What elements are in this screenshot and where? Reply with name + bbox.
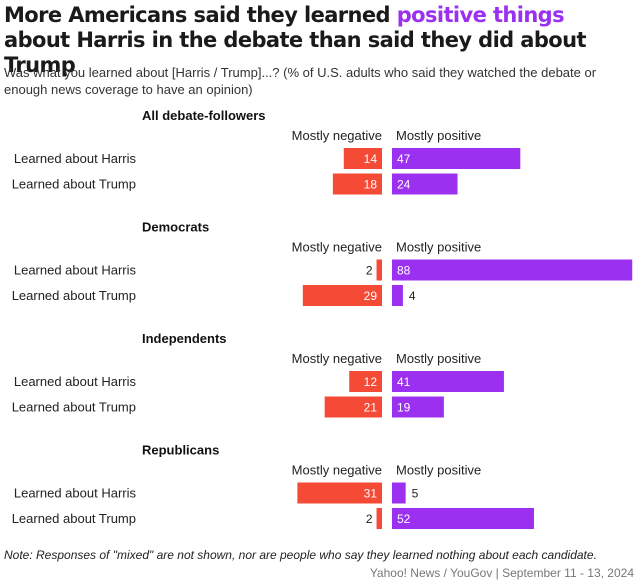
negative-column-header: Mostly negative bbox=[292, 351, 382, 366]
chart-subtitle: Was what you learned about [Harris / Tru… bbox=[4, 65, 597, 97]
negative-value-label: 2 bbox=[366, 512, 373, 526]
chart-note: Note: Responses of "mixed" are not shown… bbox=[4, 548, 597, 562]
positive-value-label: 88 bbox=[397, 264, 411, 278]
positive-bar bbox=[392, 259, 633, 281]
row-label: Learned about Harris bbox=[14, 486, 137, 501]
negative-bar bbox=[349, 371, 382, 392]
row-label: Learned about Trump bbox=[12, 400, 136, 415]
positive-column-header: Mostly positive bbox=[396, 351, 481, 366]
positive-value-label: 47 bbox=[397, 152, 411, 166]
negative-value-label: 31 bbox=[364, 487, 378, 501]
positive-value-label: 41 bbox=[397, 375, 411, 389]
title-highlight: positive things bbox=[396, 3, 565, 27]
positive-bar bbox=[392, 285, 403, 306]
title-part-2: about Harris in the debate than said the… bbox=[4, 28, 587, 77]
positive-column-header: Mostly positive bbox=[396, 240, 481, 255]
row-label: Learned about Trump bbox=[12, 288, 136, 303]
negative-bar bbox=[376, 259, 382, 281]
negative-value-label: 14 bbox=[364, 152, 378, 166]
positive-value-label: 19 bbox=[397, 401, 411, 415]
row-label: Learned about Trump bbox=[12, 511, 136, 526]
row-label: Learned about Harris bbox=[14, 374, 137, 389]
row-label: Learned about Harris bbox=[14, 151, 137, 166]
title-part-1: More Americans said they learned bbox=[4, 3, 397, 27]
positive-bar bbox=[392, 508, 534, 529]
positive-value-label: 24 bbox=[397, 178, 411, 192]
positive-value-label: 4 bbox=[409, 289, 416, 303]
positive-bar bbox=[392, 148, 521, 169]
group-label: Republicans bbox=[142, 443, 219, 458]
positive-bar bbox=[392, 396, 444, 418]
negative-bar bbox=[297, 482, 382, 504]
row-label: Learned about Harris bbox=[14, 263, 137, 278]
positive-bar bbox=[392, 371, 504, 392]
positive-column-header: Mostly positive bbox=[396, 463, 481, 478]
negative-value-label: 2 bbox=[366, 264, 373, 278]
chart-source: Yahoo! News / YouGov | September 11 - 13… bbox=[369, 566, 634, 580]
negative-value-label: 21 bbox=[364, 401, 378, 415]
positive-column-header: Mostly positive bbox=[396, 128, 481, 143]
negative-value-label: 12 bbox=[364, 375, 378, 389]
negative-column-header: Mostly negative bbox=[292, 128, 382, 143]
negative-bar bbox=[302, 285, 382, 306]
group-label: All debate-followers bbox=[142, 108, 266, 123]
positive-bar bbox=[392, 482, 406, 504]
negative-bar bbox=[343, 148, 382, 169]
positive-value-label: 5 bbox=[412, 487, 419, 501]
negative-bar bbox=[376, 508, 382, 529]
chart-title: More Americans said they learned positiv… bbox=[4, 3, 636, 78]
positive-value-label: 52 bbox=[397, 512, 411, 526]
negative-bar bbox=[332, 173, 382, 195]
negative-bar bbox=[324, 396, 382, 418]
negative-value-label: 18 bbox=[364, 178, 378, 192]
group-label: Democrats bbox=[142, 220, 209, 235]
row-label: Learned about Trump bbox=[12, 177, 136, 192]
group-label: Independents bbox=[142, 331, 227, 346]
positive-bar bbox=[392, 173, 458, 195]
negative-column-header: Mostly negative bbox=[292, 240, 382, 255]
negative-value-label: 29 bbox=[364, 289, 378, 303]
negative-column-header: Mostly negative bbox=[292, 463, 382, 478]
